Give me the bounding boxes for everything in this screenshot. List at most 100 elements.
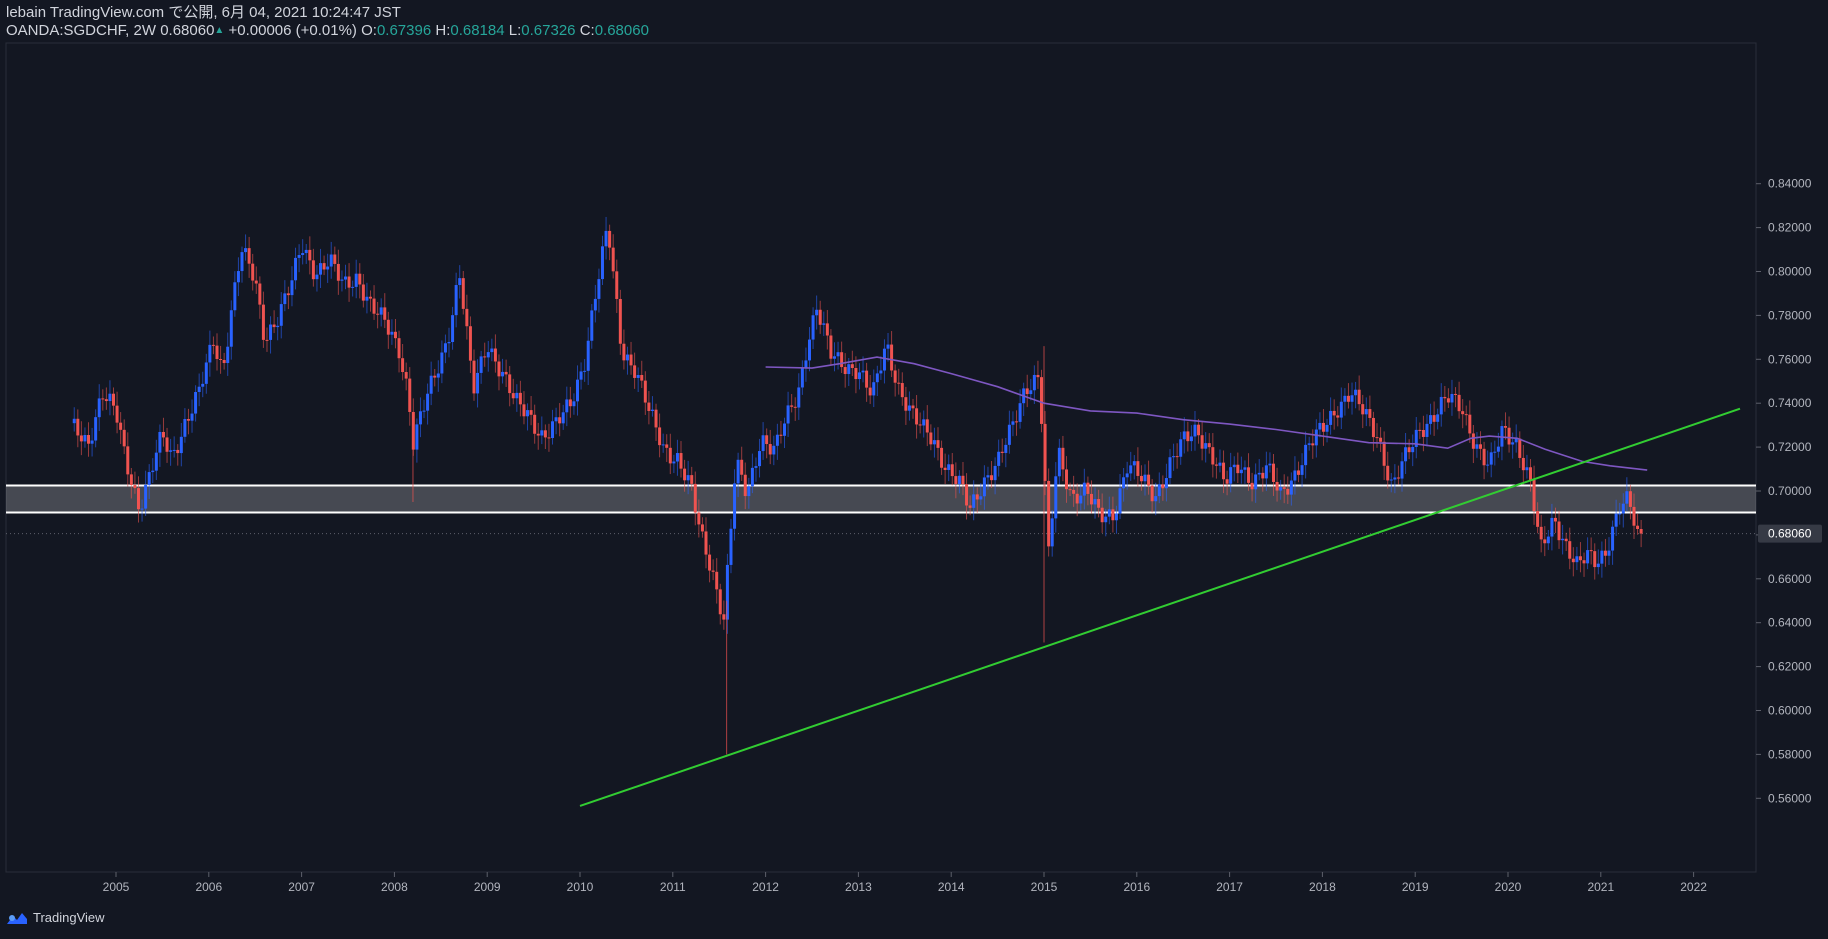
candle-body bbox=[1471, 433, 1475, 449]
candle-body bbox=[126, 446, 130, 475]
candle-body bbox=[1225, 479, 1229, 484]
candle-body bbox=[429, 375, 433, 394]
candle-body bbox=[629, 354, 633, 366]
candle-body bbox=[1289, 480, 1293, 495]
candle-body bbox=[1425, 423, 1429, 437]
candle-body bbox=[1593, 551, 1597, 568]
candle-body bbox=[986, 475, 990, 478]
y-tick-label: 0.60000 bbox=[1768, 704, 1812, 718]
candle-body bbox=[226, 346, 230, 364]
candle-body bbox=[422, 410, 426, 412]
candle-body bbox=[161, 431, 165, 438]
candle-body bbox=[790, 405, 794, 407]
symbol-label[interactable]: OANDA:SGDCHF, 2W bbox=[6, 22, 157, 39]
open-value: 0.67396 bbox=[376, 22, 432, 39]
ohlc-legend[interactable]: OANDA:SGDCHF, 2W 0.68060▲ +0.00006 (+0.0… bbox=[6, 22, 649, 40]
candle-body bbox=[379, 307, 383, 315]
candle-body bbox=[190, 413, 194, 421]
candle-body bbox=[1400, 461, 1404, 479]
candle-body bbox=[961, 475, 965, 485]
candle-body bbox=[886, 344, 890, 349]
candle-body bbox=[1464, 414, 1468, 416]
candle-body bbox=[297, 255, 301, 258]
candle-body bbox=[1446, 398, 1450, 403]
candle-body bbox=[729, 528, 733, 565]
candle-body bbox=[558, 417, 562, 424]
candle-body bbox=[97, 398, 101, 418]
candle-body bbox=[1257, 472, 1261, 475]
candle-body bbox=[1250, 482, 1254, 490]
candle-body bbox=[1279, 487, 1283, 491]
candle-body bbox=[1157, 484, 1161, 497]
candle-body bbox=[286, 293, 290, 296]
high-value: 0.68184 bbox=[450, 22, 505, 39]
candle-body bbox=[576, 379, 580, 402]
candle-body bbox=[204, 362, 208, 384]
candle-body bbox=[943, 467, 947, 470]
candle-body bbox=[211, 344, 215, 346]
candle-body bbox=[665, 444, 669, 448]
candle-body bbox=[1589, 550, 1593, 552]
x-tick-label: 2022 bbox=[1680, 880, 1707, 894]
candle-body bbox=[1568, 541, 1572, 559]
candle-body bbox=[1025, 388, 1029, 395]
candle-body bbox=[1550, 517, 1554, 537]
candle-body bbox=[372, 298, 376, 314]
candle-body bbox=[1114, 513, 1118, 521]
price-axis[interactable]: 0.84000 0.82000 0.80000 0.78000 0.76000 0.740… bbox=[1756, 177, 1822, 806]
last-price-label-bg bbox=[1758, 524, 1822, 543]
candle-body bbox=[1339, 401, 1343, 418]
candle-body bbox=[918, 424, 922, 426]
candle-body bbox=[504, 371, 508, 375]
candle-body bbox=[319, 263, 323, 275]
candle-body bbox=[1393, 477, 1397, 480]
candle-body bbox=[972, 494, 976, 508]
candle-body bbox=[1132, 461, 1136, 466]
candle-body bbox=[1054, 476, 1058, 519]
candle-body bbox=[868, 387, 872, 396]
candle-body bbox=[304, 249, 308, 254]
candle-body bbox=[476, 372, 480, 394]
candle-body bbox=[843, 367, 847, 375]
candle-body bbox=[800, 367, 804, 388]
candle-body bbox=[251, 263, 255, 281]
candle-body bbox=[393, 331, 397, 339]
candle-body bbox=[1182, 431, 1186, 440]
candle-body bbox=[483, 356, 487, 358]
candle-body bbox=[240, 252, 244, 272]
candle-body bbox=[386, 319, 390, 335]
candle-body bbox=[1436, 414, 1440, 422]
candle-body bbox=[526, 410, 530, 417]
candle-body bbox=[625, 354, 629, 361]
candle-body bbox=[1154, 496, 1158, 502]
candle-body bbox=[736, 459, 740, 484]
candle-body bbox=[1136, 461, 1140, 476]
candle-body bbox=[1004, 444, 1008, 453]
candle-body bbox=[1407, 447, 1411, 453]
candle-body bbox=[83, 435, 87, 442]
time-axis[interactable]: 2005 2006 2007 2008 2009 2010 2011 2012 2013 2014… bbox=[103, 872, 1708, 894]
candle-body bbox=[679, 453, 683, 469]
candle-body bbox=[686, 475, 690, 481]
trendline-layer[interactable] bbox=[579, 407, 1741, 807]
candle-body bbox=[761, 435, 765, 452]
x-tick-label: 2008 bbox=[381, 880, 408, 894]
x-tick-label: 2011 bbox=[660, 880, 686, 894]
candle-body bbox=[1040, 377, 1044, 424]
candle-body bbox=[1511, 442, 1515, 445]
candle-body bbox=[1618, 513, 1622, 515]
candle-body bbox=[658, 427, 662, 446]
candle-body bbox=[1528, 467, 1532, 480]
y-tick-label: 0.80000 bbox=[1768, 265, 1812, 279]
candle-body bbox=[376, 313, 380, 315]
trendline[interactable] bbox=[579, 407, 1741, 807]
candle-body bbox=[229, 310, 233, 347]
candle-body bbox=[1429, 415, 1433, 424]
candle-body bbox=[1229, 467, 1233, 484]
candle-body bbox=[661, 444, 665, 446]
candle-body bbox=[136, 488, 140, 510]
zone-layer bbox=[6, 484, 1756, 535]
candle-body bbox=[308, 249, 312, 261]
candle-body bbox=[468, 326, 472, 361]
